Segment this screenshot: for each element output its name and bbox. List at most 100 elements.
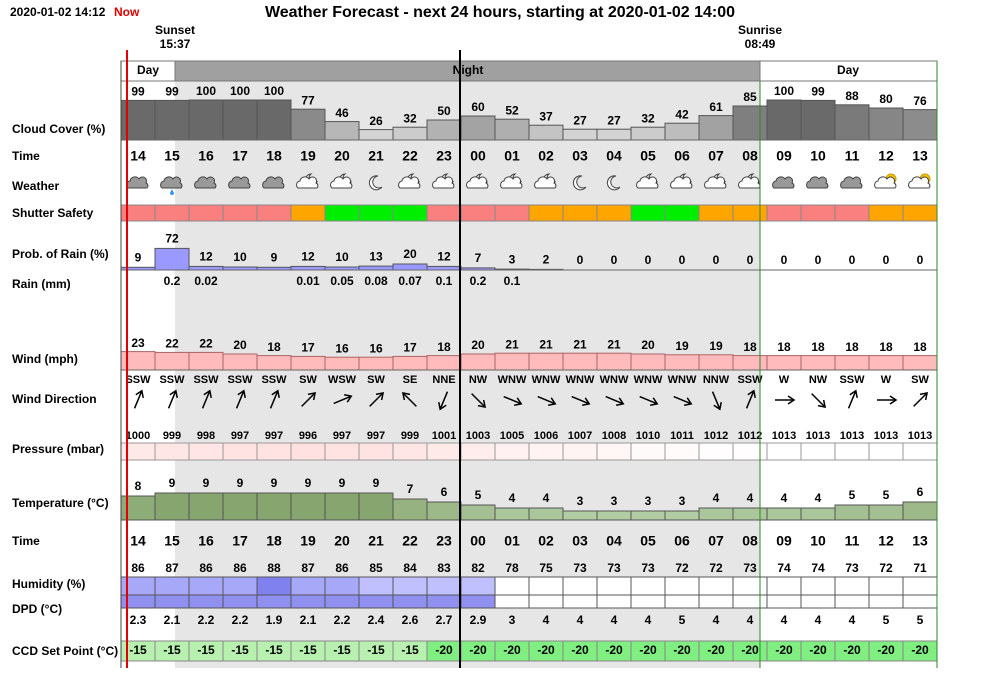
humidity-cell bbox=[800, 576, 836, 596]
wind-value: 21 bbox=[607, 337, 621, 351]
rain-mm-value: 0.02 bbox=[194, 274, 218, 288]
arrow-head bbox=[919, 391, 929, 401]
wind-arrow bbox=[133, 389, 144, 409]
hour-label: 15 bbox=[164, 148, 180, 164]
cloud-value: 100 bbox=[264, 84, 284, 98]
cloud-value: 99 bbox=[165, 85, 179, 99]
dpd-cell bbox=[562, 594, 598, 609]
rain-prob-bar bbox=[392, 263, 428, 271]
wind-value: 21 bbox=[573, 337, 587, 351]
humidity-value: 73 bbox=[641, 561, 655, 575]
shutter-cell bbox=[154, 204, 190, 222]
weather-icon bbox=[704, 173, 727, 189]
temperature-bar bbox=[800, 507, 836, 521]
wind-arrow bbox=[673, 395, 693, 406]
cloud-value: 88 bbox=[845, 89, 859, 103]
cloud-icon bbox=[262, 176, 285, 189]
temperature-value: 9 bbox=[339, 476, 346, 490]
ccd-value: -20 bbox=[435, 643, 453, 657]
dpd-value: 2.2 bbox=[232, 613, 249, 627]
cloud-bar bbox=[562, 128, 598, 141]
shutter-cell bbox=[460, 204, 496, 222]
hour-label: 05 bbox=[640, 148, 656, 164]
cloud-bar bbox=[698, 115, 734, 141]
arrow-head bbox=[713, 402, 722, 411]
rain-prob-bar bbox=[290, 265, 326, 271]
humidity-value: 71 bbox=[913, 561, 927, 575]
wind-value: 20 bbox=[233, 338, 247, 352]
humidity-cell bbox=[494, 576, 530, 596]
rain-prob-bar bbox=[426, 265, 462, 271]
cloud-bar bbox=[154, 99, 190, 141]
wind-value: 18 bbox=[777, 340, 791, 354]
cloud-value: 77 bbox=[301, 93, 315, 107]
temperature-value: 9 bbox=[237, 476, 244, 490]
arrow-head bbox=[889, 395, 898, 405]
dpd-value: 2.7 bbox=[436, 613, 453, 627]
wind-value: 22 bbox=[199, 337, 213, 351]
wind-bar bbox=[698, 354, 734, 371]
pressure-value: 1000 bbox=[126, 430, 150, 442]
weather-icon bbox=[908, 173, 931, 189]
hour-label: 11 bbox=[845, 148, 860, 164]
pressure-value: 997 bbox=[231, 430, 249, 442]
wind-bar bbox=[392, 355, 428, 371]
dpd-cell bbox=[664, 594, 700, 609]
cloud-icon bbox=[398, 176, 421, 189]
wind-value: 20 bbox=[471, 338, 485, 352]
hour-label: 17 bbox=[232, 148, 248, 164]
temperature-bar bbox=[698, 507, 734, 521]
arrow-shaft bbox=[537, 395, 555, 405]
cloud-icon bbox=[194, 176, 217, 189]
dpd-value: 4 bbox=[781, 613, 788, 627]
humidity-cell bbox=[596, 576, 632, 596]
pressure-value: 999 bbox=[163, 430, 181, 442]
wind-value: 20 bbox=[641, 338, 655, 352]
humidity-cell bbox=[766, 576, 802, 596]
ccd-value: -20 bbox=[639, 643, 657, 657]
shutter-cell bbox=[392, 204, 428, 222]
cloud-bar bbox=[834, 104, 870, 141]
pressure-value: 1013 bbox=[772, 430, 796, 442]
rain-prob-value: 0 bbox=[815, 253, 822, 267]
hour-label: 04 bbox=[606, 533, 622, 549]
temperature-bar bbox=[596, 510, 632, 521]
temperature-value: 9 bbox=[305, 476, 312, 490]
moon-icon bbox=[368, 175, 383, 191]
temperature-bar bbox=[630, 510, 666, 521]
pressure-cell bbox=[630, 442, 666, 461]
dpd-cell bbox=[630, 594, 666, 609]
cloud-bar bbox=[392, 126, 428, 141]
hour-label: 21 bbox=[368, 533, 384, 549]
temperature-value: 7 bbox=[407, 482, 414, 496]
pressure-value: 1001 bbox=[432, 430, 456, 442]
wind-value: 17 bbox=[403, 341, 417, 355]
ccd-value: -20 bbox=[809, 643, 827, 657]
rain-prob-bar bbox=[154, 247, 190, 271]
cloud-bar bbox=[324, 121, 360, 141]
hour-label: 07 bbox=[708, 533, 724, 549]
hour-label: 08 bbox=[742, 533, 758, 549]
humidity-value: 75 bbox=[539, 561, 553, 575]
wind-direction: WSW bbox=[328, 374, 357, 386]
wind-arrow bbox=[333, 394, 353, 405]
weather-icon bbox=[262, 176, 285, 189]
wind-arrow bbox=[235, 389, 246, 409]
hour-label: 21 bbox=[368, 148, 384, 164]
shutter-cell bbox=[528, 204, 564, 222]
arrow-head bbox=[514, 397, 523, 406]
hour-label: 22 bbox=[402, 533, 418, 549]
rain-prob-value: 0 bbox=[917, 253, 924, 267]
arrow-shaft bbox=[133, 391, 143, 409]
arrow-head bbox=[817, 399, 827, 409]
rain-prob-value: 3 bbox=[509, 252, 516, 266]
dpd-cell bbox=[460, 594, 496, 609]
hour-label: 16 bbox=[198, 533, 214, 549]
weather-icon bbox=[398, 173, 421, 189]
weather-icon bbox=[534, 173, 557, 189]
dpd-value: 4 bbox=[815, 613, 822, 627]
humidity-cell bbox=[732, 576, 768, 596]
weather-icon bbox=[466, 173, 489, 189]
now-label: Now bbox=[114, 5, 140, 19]
humidity-cell bbox=[834, 576, 870, 596]
